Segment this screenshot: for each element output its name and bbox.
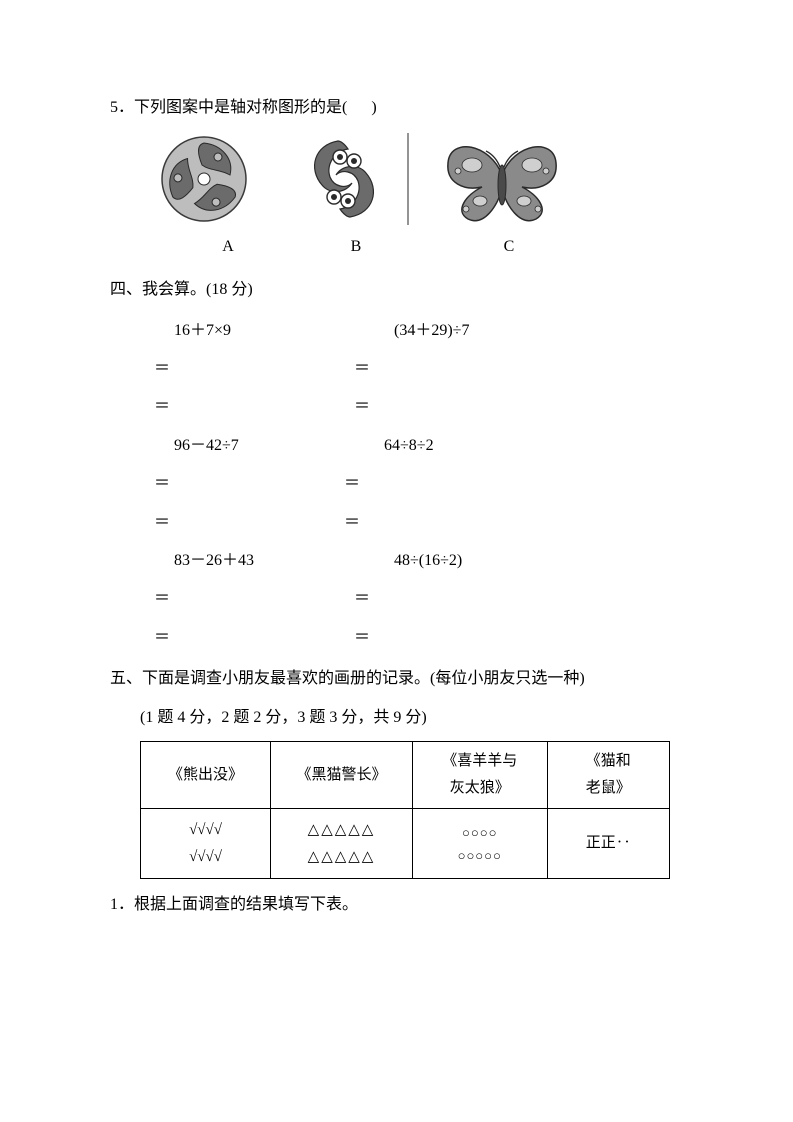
eq: ＝ (154, 504, 344, 542)
calc-2-left: 96－42÷7 (154, 427, 364, 465)
calc-2-right: 64÷8÷2 (364, 427, 584, 465)
q5-options-row (110, 131, 683, 227)
table-header-1: 《黑猫警长》 (271, 742, 413, 809)
q5-labels-row: A B C (110, 229, 683, 264)
section-5-q1: 1．根据上面调查的结果填写下表。 (110, 887, 683, 922)
eq: ＝ (154, 465, 344, 503)
section-5-note: (1 题 4 分，2 题 2 分，3 题 3 分，共 9 分) (110, 700, 683, 735)
label-c: C (428, 229, 548, 264)
table-header-2: 《喜羊羊与 灰太狼》 (412, 742, 547, 809)
eq: ＝ (154, 388, 354, 426)
eq: ＝ (344, 465, 544, 503)
q5-number: 5． (110, 99, 134, 116)
q5-paren-close: ) (371, 99, 376, 116)
calc-1-right: (34＋29)÷7 (374, 312, 594, 350)
option-c-image (442, 131, 562, 227)
option-a-image (150, 131, 258, 227)
eq: ＝ (154, 350, 354, 388)
section-5-title: 五、下面是调查小朋友最喜欢的画册的记录。(每位小朋友只选一种) (110, 661, 683, 696)
eq: ＝ (354, 388, 554, 426)
eq: ＝ (354, 619, 554, 657)
calc-1-left: 16＋7×9 (154, 312, 374, 350)
eq: ＝ (154, 580, 354, 618)
table-cell-0: √√√√ √√√√ (141, 809, 271, 879)
table-header-3: 《猫和 老鼠》 (547, 742, 669, 809)
question-5: 5．下列图案中是轴对称图形的是( ) (110, 90, 683, 125)
eq: ＝ (344, 504, 544, 542)
label-b: B (286, 229, 414, 264)
q5-text: 下列图案中是轴对称图形的是( (134, 99, 347, 116)
table-cell-1: △△△△△ △△△△△ (271, 809, 413, 879)
calc-3-right: 48÷(16÷2) (374, 542, 594, 580)
calc-block: 16＋7×9 (34＋29)÷7 ＝ ＝ ＝ ＝ 96－42÷7 64÷8÷2 … (110, 312, 683, 658)
section-4-title: 四、我会算。(18 分) (110, 272, 683, 307)
eq: ＝ (354, 580, 554, 618)
option-b-image (286, 131, 414, 227)
label-a: A (150, 229, 258, 264)
eq: ＝ (154, 619, 354, 657)
table-header-0: 《熊出没》 (141, 742, 271, 809)
calc-3-left: 83－26＋43 (154, 542, 374, 580)
table-cell-3: 正正‥ (547, 809, 669, 879)
eq: ＝ (354, 350, 554, 388)
table-cell-2: ○○○○ ○○○○○ (412, 809, 547, 879)
survey-table: 《熊出没》 《黑猫警长》 《喜羊羊与 灰太狼》 《猫和 老鼠》 √√√√ √√√… (140, 741, 670, 879)
